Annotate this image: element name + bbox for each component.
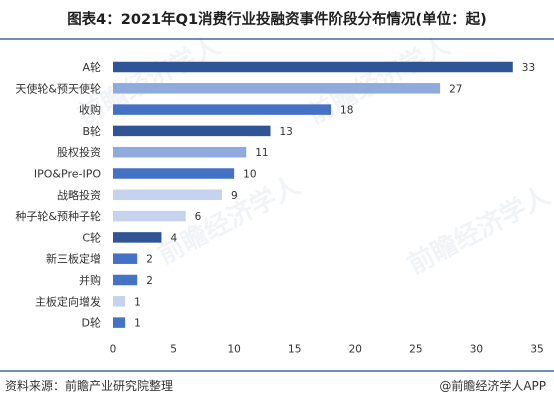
bar xyxy=(113,104,332,115)
data-label: 33 xyxy=(522,62,535,74)
category-label: 新三板定增 xyxy=(46,252,101,266)
bar xyxy=(113,232,162,243)
x-tick-label: 10 xyxy=(227,344,240,356)
category-label: IPO&Pre-IPO xyxy=(34,168,101,181)
x-tick-label: 35 xyxy=(530,344,543,356)
category-label: 收购 xyxy=(79,103,101,117)
data-label: 9 xyxy=(231,190,238,202)
data-label: 11 xyxy=(255,147,268,159)
footer-divider xyxy=(0,370,554,372)
category-label: B轮 xyxy=(82,124,101,138)
data-label: 13 xyxy=(279,126,292,138)
data-label: 1 xyxy=(134,296,141,308)
category-label: 战略投资 xyxy=(57,188,101,202)
data-label: 1 xyxy=(134,318,141,330)
data-label: 18 xyxy=(340,105,353,117)
x-tick-label: 25 xyxy=(409,344,422,356)
bar xyxy=(113,189,223,201)
data-label: 27 xyxy=(449,83,462,95)
bar xyxy=(113,61,513,73)
category-label: 主板定向增发 xyxy=(35,294,101,308)
source-note: 资料来源：前瞻产业研究院整理 xyxy=(5,379,174,393)
data-label: 6 xyxy=(195,211,202,223)
x-tick-label: 5 xyxy=(170,344,177,356)
category-label: 天使轮&预天使轮 xyxy=(15,81,101,95)
bar xyxy=(113,274,138,286)
category-label: 并购 xyxy=(79,273,101,287)
bar xyxy=(113,168,235,179)
chart-title: 图表4：2021年Q1消费行业投融资事件阶段分布情况(单位：起) xyxy=(67,12,487,28)
bar xyxy=(113,125,271,137)
data-label: 2 xyxy=(146,254,153,266)
category-label: D轮 xyxy=(82,316,101,330)
x-tick-label: 20 xyxy=(349,344,362,356)
category-label: 种子轮&预种子轮 xyxy=(15,209,101,223)
x-tick-label: 15 xyxy=(288,344,301,356)
bar xyxy=(113,146,247,158)
title-divider xyxy=(0,38,554,40)
x-tick-label: 0 xyxy=(110,344,117,356)
data-label: 10 xyxy=(243,169,256,181)
bar xyxy=(113,83,441,94)
bar xyxy=(113,317,126,328)
category-label: A轮 xyxy=(82,60,101,74)
bar xyxy=(113,210,186,222)
bar xyxy=(113,253,138,264)
data-label: 4 xyxy=(170,232,177,244)
credit-note: @前瞻经济学人APP xyxy=(439,379,546,393)
category-label: C轮 xyxy=(82,230,101,244)
data-label: 2 xyxy=(146,275,153,287)
category-label: 股权投资 xyxy=(57,145,101,159)
bar xyxy=(113,296,126,307)
x-tick-label: 30 xyxy=(470,344,483,356)
